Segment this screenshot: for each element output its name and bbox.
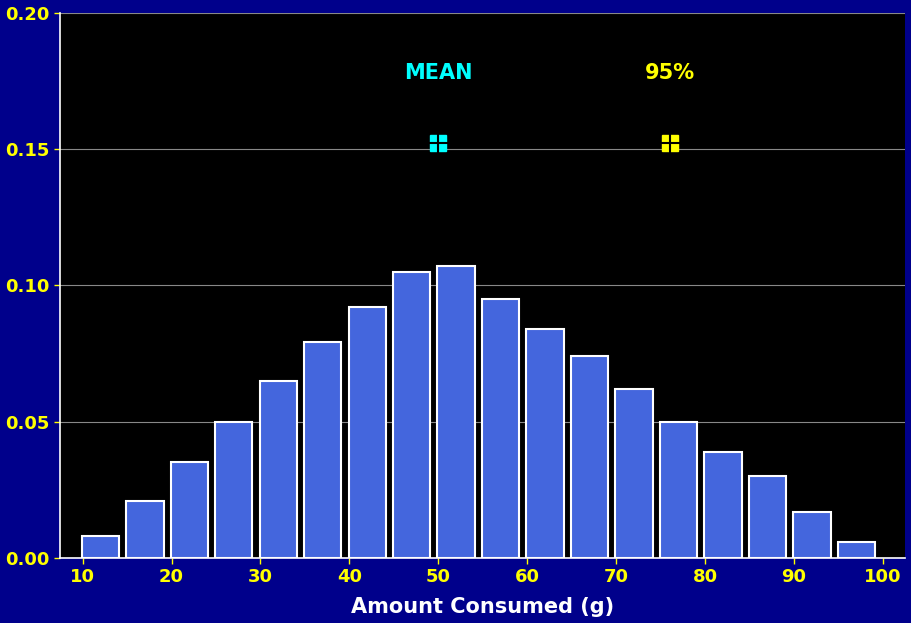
Bar: [749, 476, 786, 558]
Bar: [838, 541, 875, 558]
Bar: [660, 422, 697, 558]
Bar: [793, 511, 831, 558]
Bar: [437, 266, 475, 558]
Bar: [82, 536, 119, 558]
Bar: [170, 462, 208, 558]
Bar: [704, 452, 742, 558]
Bar: [215, 422, 252, 558]
Bar: [126, 501, 163, 558]
Bar: [527, 329, 564, 558]
Bar: [393, 272, 430, 558]
Bar: [571, 356, 609, 558]
Bar: [349, 307, 386, 558]
Bar: [304, 343, 342, 558]
Bar: [482, 299, 519, 558]
Bar: [615, 389, 652, 558]
Text: MEAN: MEAN: [404, 64, 473, 83]
X-axis label: Amount Consumed (g): Amount Consumed (g): [352, 597, 614, 617]
Text: 95%: 95%: [644, 64, 695, 83]
Bar: [260, 381, 297, 558]
